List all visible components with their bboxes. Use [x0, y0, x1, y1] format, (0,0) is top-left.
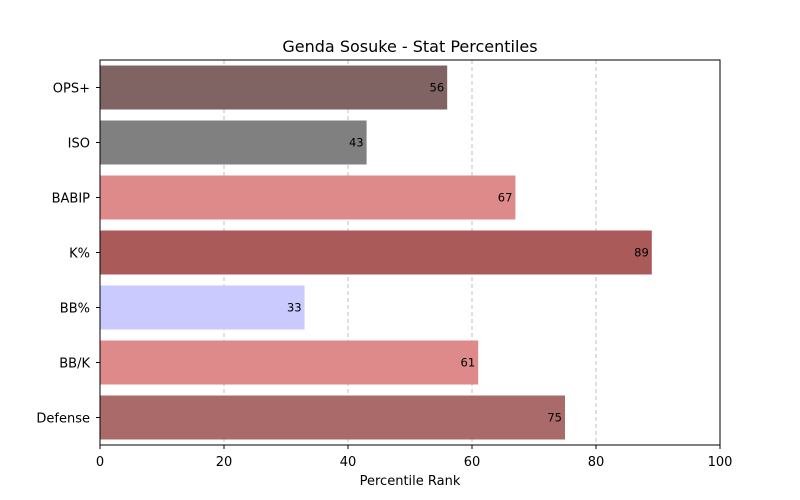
- y-tick-label: OPS+: [53, 82, 90, 97]
- bar-defense: [100, 395, 565, 440]
- x-tick-label: 60: [464, 455, 481, 470]
- bar-ops-: [100, 65, 448, 110]
- data-label: 75: [547, 411, 562, 425]
- y-tick-label: BB/K: [59, 357, 90, 372]
- bar-k-: [100, 230, 652, 275]
- data-label: 61: [461, 356, 476, 370]
- bar-babip: [100, 175, 516, 220]
- data-label: 43: [349, 136, 364, 150]
- data-label: 33: [287, 301, 302, 315]
- y-tick-label: ISO: [68, 137, 90, 152]
- bar-iso: [100, 120, 367, 165]
- data-label: 67: [498, 191, 513, 205]
- x-axis-label: Percentile Rank: [360, 474, 461, 489]
- data-label: 56: [430, 81, 445, 95]
- y-axis: OPS+ ISO BABIP K% BB% BB/K Defense: [36, 82, 100, 427]
- bar-bb-k: [100, 340, 479, 385]
- x-tick-label: 100: [708, 455, 733, 470]
- y-tick-label: BABIP: [52, 192, 91, 207]
- bar-bb-: [100, 285, 305, 330]
- x-axis: 0 20 40 60 80 100: [96, 445, 733, 470]
- y-tick-label: Defense: [36, 412, 90, 427]
- y-tick-label: K%: [69, 247, 90, 262]
- x-tick-label: 80: [588, 455, 605, 470]
- chart-title: Genda Sosuke - Stat Percentiles: [282, 37, 537, 56]
- x-tick-label: 20: [216, 455, 233, 470]
- bar-series: [100, 65, 652, 440]
- y-tick-label: BB%: [60, 302, 90, 317]
- x-tick-label: 0: [96, 455, 104, 470]
- data-labels: 56 43 67 89 33 61 75: [287, 81, 649, 425]
- x-tick-label: 40: [340, 455, 357, 470]
- data-label: 89: [634, 246, 649, 260]
